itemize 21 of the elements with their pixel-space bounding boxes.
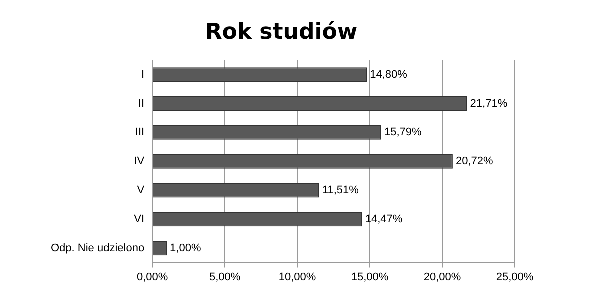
data-label: 14,80%: [370, 68, 408, 81]
x-tick-label: 5,00%: [209, 271, 241, 284]
data-label: 1,00%: [170, 242, 202, 254]
y-tick-label: V: [137, 184, 146, 197]
y-tick-label: III: [135, 126, 145, 139]
y-tick-label: II: [138, 98, 145, 110]
x-tick-label: 20,00%: [424, 271, 462, 284]
x-tick-label: 25,00%: [496, 271, 534, 284]
y-tick-label: Odp. Nie udzielono: [50, 242, 145, 254]
data-label: 14,47%: [365, 213, 403, 226]
x-tick-label: 0,00%: [136, 271, 168, 284]
y-tick-label: IV: [134, 156, 146, 168]
data-label: 21,71%: [470, 98, 508, 110]
x-tick-label: 15,00%: [351, 271, 389, 284]
data-label: 20,72%: [456, 156, 494, 168]
y-tick-label: VI: [134, 213, 145, 226]
x-tick-label: 10,00%: [278, 271, 316, 284]
data-label: 15,79%: [384, 126, 422, 139]
y-tick-label: I: [141, 68, 145, 81]
chart-title: Rok studiów: [205, 20, 358, 45]
data-label: 11,51%: [322, 184, 360, 197]
